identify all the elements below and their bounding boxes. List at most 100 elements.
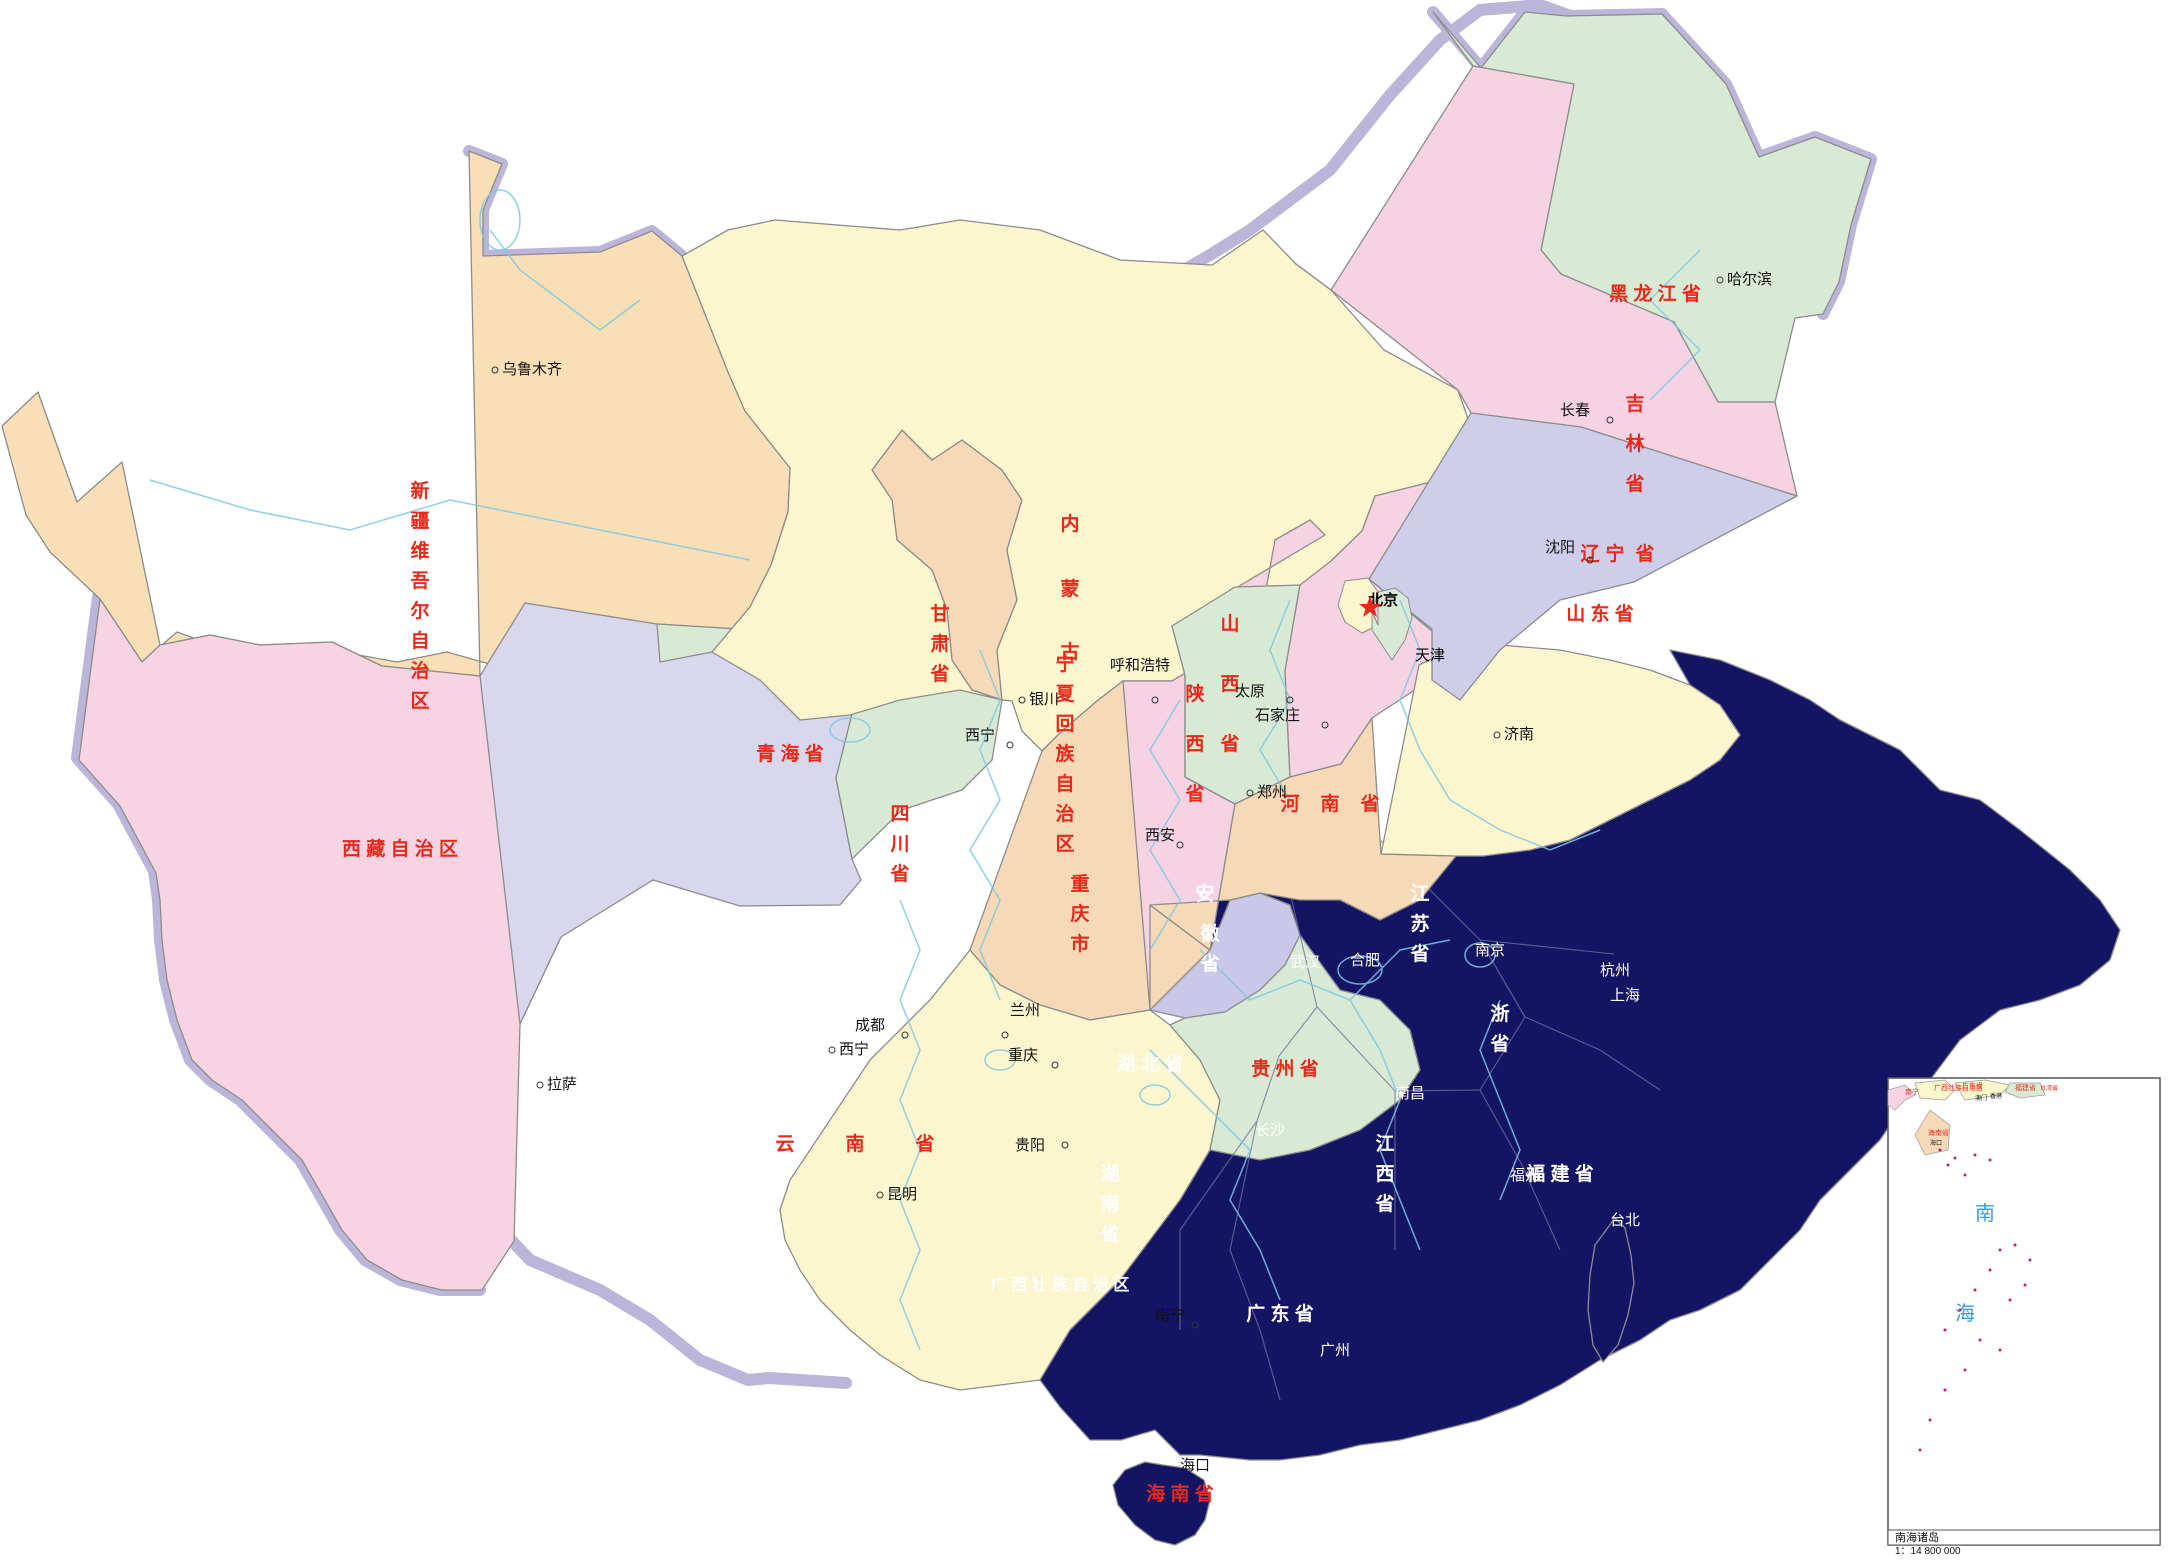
svg-text:徽: 徽 — [1199, 922, 1220, 945]
svg-text:省: 省 — [1199, 953, 1219, 975]
svg-text:吉: 吉 — [1625, 392, 1644, 415]
svg-text:四: 四 — [890, 804, 909, 825]
svg-text:西宁: 西宁 — [839, 1041, 869, 1058]
svg-text:省: 省 — [1634, 543, 1654, 565]
svg-text:银川: 银川 — [1029, 691, 1059, 708]
svg-text:省: 省 — [1184, 783, 1204, 805]
svg-text:西: 西 — [1185, 734, 1204, 755]
svg-text:山: 山 — [1220, 613, 1239, 635]
svg-text:省: 省 — [1489, 1033, 1509, 1055]
svg-text:呼和浩特: 呼和浩特 — [1110, 657, 1170, 674]
svg-text:合肥: 合肥 — [1350, 952, 1380, 969]
svg-text:青 海 省: 青 海 省 — [756, 742, 824, 765]
svg-text:长春: 长春 — [1560, 402, 1590, 419]
svg-text:治: 治 — [410, 659, 429, 682]
svg-text:上海: 上海 — [1610, 987, 1640, 1004]
svg-text:回: 回 — [1055, 713, 1074, 735]
svg-text:湖: 湖 — [1100, 1163, 1119, 1185]
svg-text:武汉: 武汉 — [1290, 954, 1320, 971]
svg-text:西 藏 自 治 区: 西 藏 自 治 区 — [342, 837, 458, 860]
svg-text:省: 省 — [1099, 1223, 1119, 1245]
svg-text:南京: 南京 — [1475, 942, 1505, 959]
svg-text:台湾省: 台湾省 — [2040, 1084, 2058, 1092]
svg-text:市: 市 — [1070, 932, 1089, 955]
svg-text:宁: 宁 — [1055, 652, 1074, 675]
svg-text:尔: 尔 — [410, 599, 429, 622]
svg-text:沈阳: 沈阳 — [1545, 539, 1575, 556]
svg-text:省: 省 — [1409, 943, 1429, 965]
svg-text:蒙: 蒙 — [1060, 578, 1079, 600]
svg-text:疆: 疆 — [410, 510, 429, 532]
svg-text:福州: 福州 — [1510, 1167, 1540, 1184]
svg-text:海口: 海口 — [1180, 1457, 1210, 1474]
svg-text:南海诸岛: 南海诸岛 — [1895, 1530, 1939, 1544]
svg-text:广 西 壮 族 自 治 区: 广 西 壮 族 自 治 区 — [991, 1275, 1130, 1294]
svg-text:郑州: 郑州 — [1257, 784, 1287, 801]
svg-text:天津: 天津 — [1415, 647, 1445, 664]
svg-text:海南省: 海南省 — [1928, 1128, 1949, 1137]
svg-text:南宁: 南宁 — [1155, 1307, 1185, 1324]
svg-text:省: 省 — [1219, 733, 1239, 755]
svg-text:重庆: 重庆 — [1008, 1047, 1038, 1064]
svg-text:重: 重 — [1070, 873, 1089, 895]
svg-text:省: 省 — [1359, 793, 1379, 815]
svg-text:太原: 太原 — [1235, 683, 1265, 700]
svg-text:广 东 省: 广 东 省 — [1246, 1302, 1314, 1325]
svg-text:贵 州 省: 贵 州 省 — [1251, 1058, 1319, 1080]
svg-text:辽: 辽 — [1580, 543, 1599, 565]
svg-text:安: 安 — [1195, 882, 1214, 905]
svg-text:乌鲁木齐: 乌鲁木齐 — [502, 361, 562, 378]
svg-text:杭州: 杭州 — [1600, 962, 1630, 979]
svg-text:庆: 庆 — [1070, 902, 1089, 925]
svg-text:海 南 省: 海 南 省 — [1146, 1482, 1214, 1505]
svg-text:新: 新 — [410, 479, 429, 502]
svg-text:海: 海 — [1955, 1302, 1975, 1325]
svg-text:西安: 西安 — [1145, 827, 1175, 844]
svg-text:西宁: 西宁 — [965, 727, 995, 744]
svg-text:自: 自 — [410, 629, 429, 652]
svg-text:澳门: 澳门 — [1975, 1094, 1987, 1102]
svg-text:西: 西 — [1375, 1164, 1394, 1185]
svg-text:区: 区 — [1055, 834, 1074, 855]
svg-text:肃: 肃 — [930, 632, 949, 655]
svg-text:云: 云 — [775, 1134, 794, 1155]
svg-text:湖 北 省: 湖 北 省 — [1116, 1053, 1184, 1075]
svg-text:川: 川 — [889, 834, 909, 855]
svg-text:成都: 成都 — [855, 1017, 885, 1034]
svg-text:浙: 浙 — [1490, 1002, 1509, 1025]
svg-text:兰州: 兰州 — [1010, 1002, 1040, 1019]
svg-text:南宁: 南宁 — [1905, 1087, 1919, 1096]
svg-text:甘: 甘 — [930, 603, 949, 625]
svg-text:黑 龙 江 省: 黑 龙 江 省 — [1609, 282, 1701, 305]
svg-text:维: 维 — [410, 539, 429, 562]
svg-text:台北: 台北 — [1610, 1212, 1640, 1229]
svg-text:区: 区 — [410, 691, 429, 712]
svg-text:省: 省 — [1374, 1193, 1394, 1215]
svg-text:省: 省 — [929, 663, 949, 685]
svg-text:南: 南 — [1100, 1193, 1119, 1215]
svg-text:福建省: 福建省 — [2015, 1083, 2036, 1092]
svg-text:南: 南 — [845, 1133, 864, 1155]
svg-text:省: 省 — [1624, 473, 1644, 495]
svg-text:自: 自 — [1055, 772, 1074, 795]
svg-text:石家庄: 石家庄 — [1255, 706, 1300, 724]
svg-text:拉萨: 拉萨 — [547, 1076, 577, 1093]
svg-text:族: 族 — [1055, 742, 1075, 765]
svg-text:山 东 省: 山 东 省 — [1566, 602, 1634, 625]
svg-text:贵阳: 贵阳 — [1015, 1137, 1045, 1154]
svg-text:吾: 吾 — [410, 570, 429, 592]
svg-text:长沙: 长沙 — [1255, 1122, 1285, 1139]
svg-text:省: 省 — [914, 1133, 934, 1155]
svg-text:济南: 济南 — [1504, 726, 1534, 743]
svg-text:江: 江 — [1375, 1133, 1394, 1155]
svg-text:南: 南 — [1320, 793, 1339, 815]
svg-text:广东省: 广东省 — [1962, 1081, 1983, 1090]
svg-text:昆明: 昆明 — [887, 1186, 917, 1203]
svg-text:哈尔滨: 哈尔滨 — [1727, 271, 1772, 288]
svg-text:香港: 香港 — [1990, 1092, 2002, 1100]
svg-text:广州: 广州 — [1320, 1342, 1350, 1359]
svg-text:林: 林 — [1625, 432, 1644, 455]
svg-text:治: 治 — [1055, 802, 1074, 825]
svg-text:江: 江 — [1410, 883, 1429, 905]
svg-text:陕: 陕 — [1185, 682, 1204, 705]
